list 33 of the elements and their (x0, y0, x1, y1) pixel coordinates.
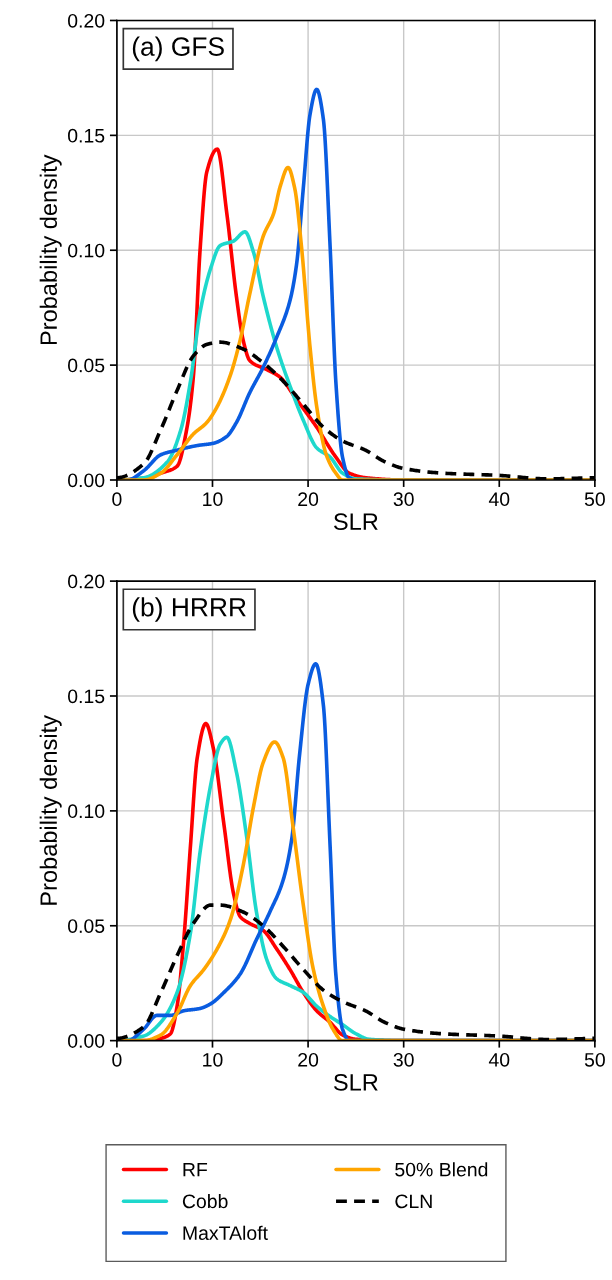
y-tick-label: 0.15 (68, 128, 105, 143)
y-axis-title: Probability density (39, 715, 62, 905)
x-axis-title: SLR (333, 1073, 378, 1091)
y-axis-title: Probability density (39, 154, 62, 345)
y-tick-label: 0.10 (68, 804, 105, 819)
x-tick-label: 0 (112, 1052, 122, 1067)
x-axis-title: SLR (333, 513, 378, 531)
legend-label: CLN (395, 1194, 432, 1209)
y-tick-label: 0.00 (68, 1034, 105, 1048)
x-tick-label: 50 (584, 1052, 605, 1067)
x-tick-label: 40 (488, 492, 510, 507)
legend-label: Cobb (182, 1193, 228, 1209)
x-tick-label: 0 (112, 492, 122, 507)
x-tick-label: 20 (298, 492, 319, 507)
legend-label: RF (183, 1162, 208, 1177)
y-tick-label: 0.05 (68, 358, 105, 373)
x-tick-label: 40 (488, 1052, 510, 1067)
legend-label: MaxTAloft (183, 1225, 268, 1240)
x-tick-label: 50 (584, 492, 605, 507)
y-tick-label: 0.00 (68, 473, 105, 488)
y-tick-label: 0.15 (68, 689, 105, 704)
y-tick-label: 0.05 (68, 919, 105, 933)
y-tick-label: 0.10 (68, 243, 105, 258)
x-tick-label: 10 (203, 1052, 223, 1067)
legend-label: 50% Blend (395, 1162, 488, 1177)
text: (b) HRRR (132, 597, 246, 622)
x-tick-label: 30 (393, 492, 414, 507)
x-tick-label: 20 (298, 1052, 319, 1067)
text: (a) GFS (132, 36, 224, 62)
y-tick-label: 0.20 (68, 574, 105, 589)
x-tick-label: 30 (393, 1052, 414, 1067)
x-tick-label: 10 (203, 492, 223, 507)
y-tick-label: 0.20 (68, 13, 105, 28)
